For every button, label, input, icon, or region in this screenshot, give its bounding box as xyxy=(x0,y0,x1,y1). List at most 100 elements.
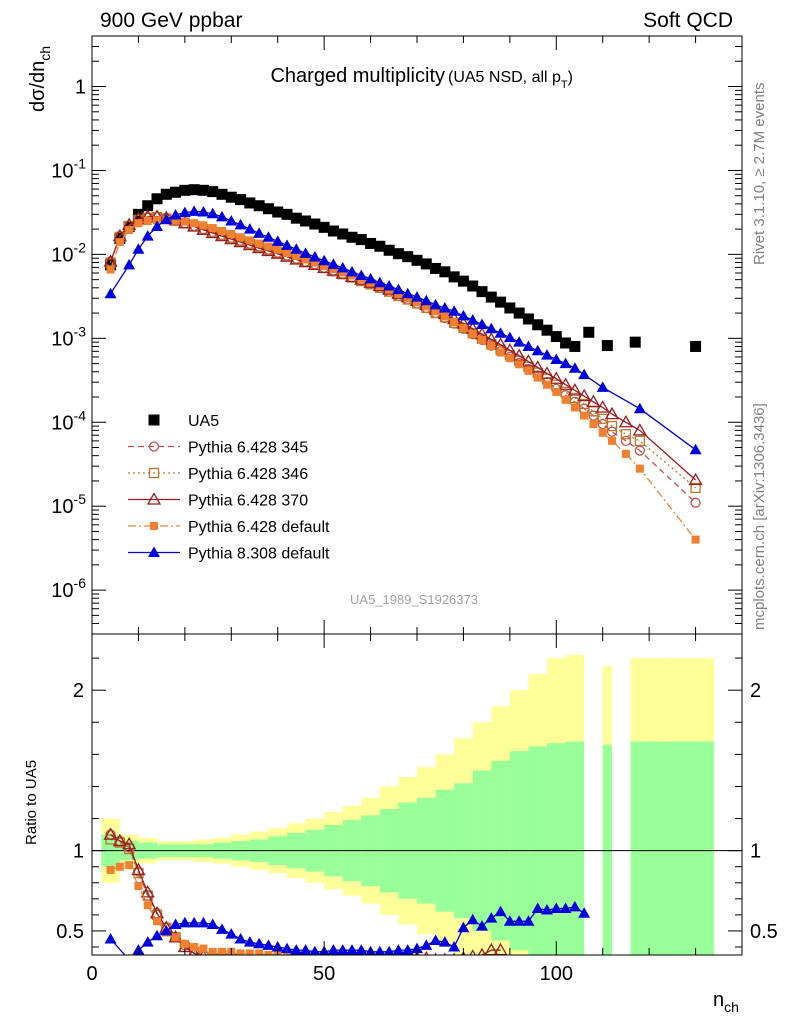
y-tick-label: 10-5 xyxy=(51,491,86,518)
data-point-p6def xyxy=(543,380,551,389)
ratio-point-p8def xyxy=(531,902,544,913)
ratio-point-p370 xyxy=(286,954,288,955)
legend-entry-p370: Pythia 6.428 370 xyxy=(128,492,308,510)
ratio-y-tick-label-right: 1 xyxy=(750,841,761,863)
data-point-p8def xyxy=(494,327,507,338)
data-point-ua5 xyxy=(402,251,414,263)
ratio-y-tick-label: 2 xyxy=(73,680,84,702)
ratio-point-p8def xyxy=(104,932,117,944)
ratio-point-p8def xyxy=(151,929,163,941)
data-point-ua5 xyxy=(244,197,256,209)
ratio-point-p346 xyxy=(281,954,293,955)
ratio-point-p6def xyxy=(171,933,180,942)
data-point-p6def xyxy=(292,251,301,260)
legend-label: Pythia 6.428 370 xyxy=(188,493,308,510)
ratio-point-p8def xyxy=(568,900,581,912)
data-point-p6def xyxy=(496,348,505,357)
ratio-point-p6def xyxy=(245,949,254,955)
data-point-p6def xyxy=(171,216,180,225)
ratio-point-p370 xyxy=(122,836,137,850)
data-point-ua5 xyxy=(448,271,460,283)
legend-label: UA5 xyxy=(188,413,219,430)
data-point-ua5 xyxy=(485,291,497,303)
ratio-point-p8def xyxy=(271,940,284,952)
data-point-ua5 xyxy=(225,191,237,203)
ratio-point-p6def xyxy=(199,944,208,953)
main-panel: 10-6 10-5 10-4 10-3 10-2 10-1 1 Charged multip… xyxy=(27,35,743,635)
ratio-point-p8def xyxy=(169,918,182,930)
data-point-p8def xyxy=(318,254,331,266)
data-point-p8def xyxy=(383,280,396,291)
data-point-ua5 xyxy=(207,186,219,198)
ratio-point-p8def xyxy=(355,944,368,955)
data-point-p6def xyxy=(134,219,143,228)
data-point-p8def xyxy=(327,258,340,269)
data-point-p345 xyxy=(620,435,632,447)
data-point-ua5 xyxy=(132,208,144,220)
legend-entry-p6def: Pythia 6.428 default xyxy=(128,519,330,536)
data-point-p370 xyxy=(205,225,220,239)
x-tick-label: 50 xyxy=(313,963,335,985)
data-point-p6def xyxy=(190,219,199,228)
data-point-p6def xyxy=(329,264,338,273)
data-point-p8def xyxy=(216,210,228,222)
data-point-p6def xyxy=(227,229,236,238)
data-point-p8def xyxy=(578,368,591,380)
ratio-point-p345 xyxy=(285,954,289,955)
ratio-point-p6def xyxy=(264,951,273,955)
ratio-point-p8def xyxy=(457,921,470,933)
data-point-p8def xyxy=(336,261,349,273)
data-point-ua5 xyxy=(355,234,367,246)
ratio-point-p8def xyxy=(206,918,219,930)
y-tick-label: 10-1 xyxy=(51,155,86,182)
y-tick-exponent: -4 xyxy=(74,407,87,423)
x-axis-label: nch xyxy=(713,989,739,1015)
ratio-point-p6def xyxy=(134,881,143,890)
data-point-ua5 xyxy=(365,237,377,249)
data-point-p8def xyxy=(448,305,461,316)
ratio-point-p346 xyxy=(244,954,256,955)
ratio-point-p8def xyxy=(243,936,256,947)
data-point-ua5 xyxy=(430,262,442,274)
ratio-y-tick-label-right: 0.5 xyxy=(750,921,778,943)
ratio-point-p8def xyxy=(197,916,210,928)
ratio-point-p370 xyxy=(240,954,242,955)
data-point-p8def xyxy=(522,340,535,351)
y-tick-exponent: -3 xyxy=(74,323,87,339)
y-tick-label: 1 xyxy=(75,77,86,99)
data-point-p8def xyxy=(401,287,414,299)
y-tick-label: 10-4 xyxy=(51,407,86,434)
data-point-p8def xyxy=(392,283,405,295)
data-point-ua5 xyxy=(550,331,562,343)
ratio-point-p370 xyxy=(189,946,200,955)
data-point-p370 xyxy=(539,366,555,379)
data-point-ua5 xyxy=(601,340,613,352)
data-point-p8def xyxy=(411,291,423,302)
legend-marker xyxy=(148,414,160,426)
data-point-ua5 xyxy=(105,259,117,271)
data-point-ua5 xyxy=(532,319,544,331)
data-point-p6def xyxy=(552,387,561,396)
data-point-p6def xyxy=(273,245,282,254)
ratio-point-p8def xyxy=(522,915,535,926)
legend-marker xyxy=(148,467,160,479)
data-point-p370 xyxy=(618,414,634,428)
data-point-ua5 xyxy=(495,296,507,308)
data-point-p8def xyxy=(225,214,238,226)
chart-subtitle: (UA5 NSD, all pT) xyxy=(448,69,573,91)
data-point-p6def xyxy=(459,323,468,332)
data-point-p8def xyxy=(234,218,247,230)
ratio-point-p8def xyxy=(188,916,201,928)
data-point-p370 xyxy=(521,354,536,367)
band-inner xyxy=(565,741,585,955)
ratio-y-tick-label: 1 xyxy=(73,841,84,863)
data-point-p345 xyxy=(606,426,618,437)
ratio-point-p8def xyxy=(262,939,275,950)
main-plot-content xyxy=(103,184,703,544)
data-point-p6def xyxy=(580,411,589,420)
ratio-point-p8def xyxy=(429,934,442,946)
ratio-point-p346 xyxy=(300,954,311,955)
data-point-ua5 xyxy=(272,206,284,218)
ratio-point-p8def xyxy=(290,944,303,955)
